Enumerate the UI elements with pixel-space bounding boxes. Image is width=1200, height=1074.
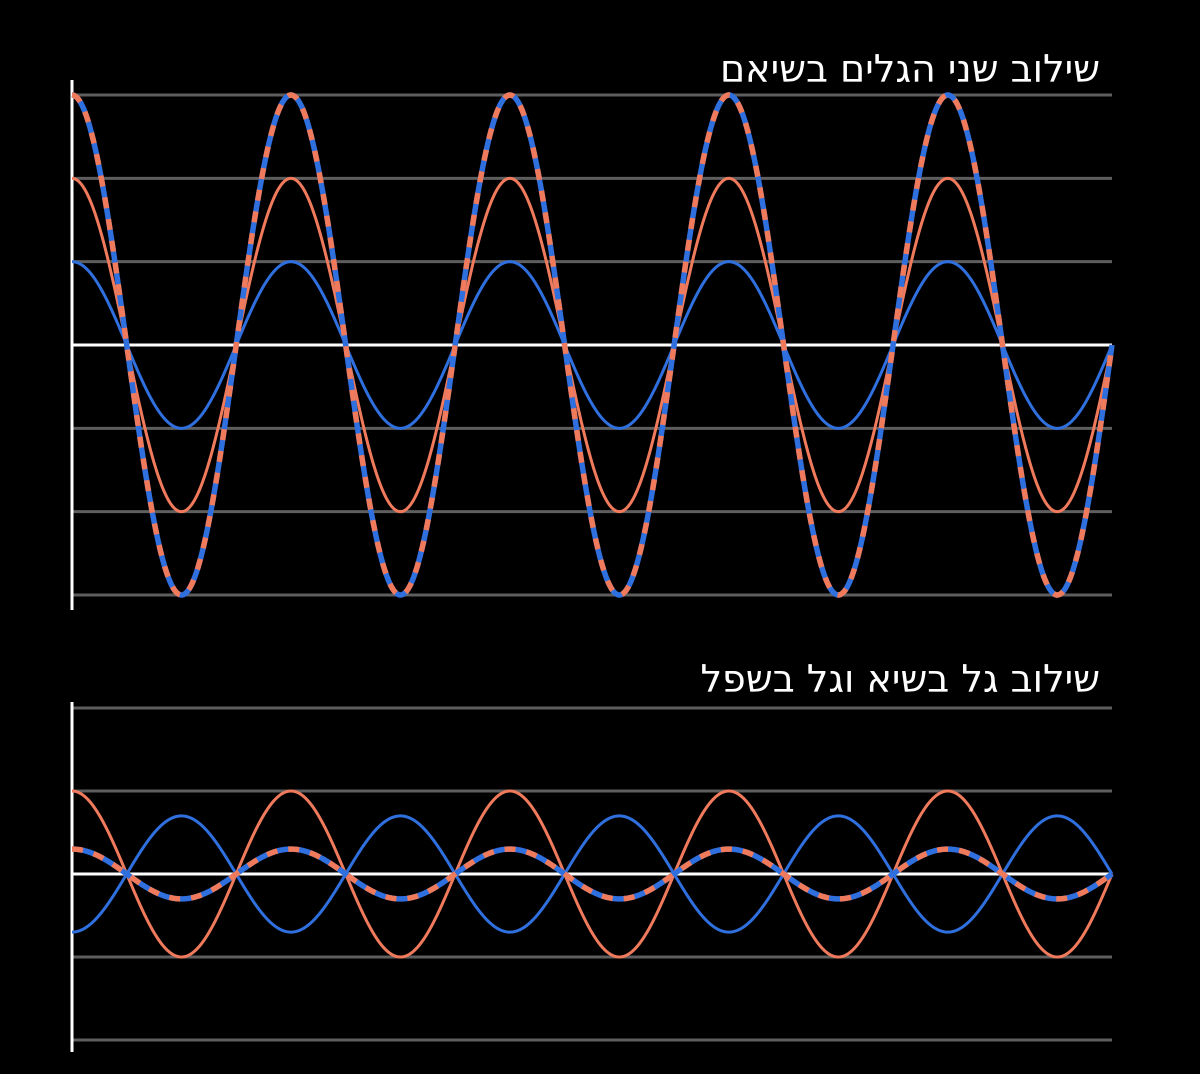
orange-wave-line: [71, 176, 1114, 514]
top-panel-title: שילוב שני הגלים בשיאם: [719, 47, 1100, 91]
destructive-interference-plot: [70, 702, 1114, 1052]
sum-wave-dash-overlay: [71, 846, 1114, 902]
blue-wave-line: [71, 260, 1114, 430]
bottom-panel-title: שילוב גל בשיא וגל בשפל: [700, 657, 1100, 701]
orange-wave-line: [71, 789, 1114, 959]
blue-wave-line: [71, 814, 1114, 934]
sum-wave-dash-overlay: [71, 92, 1115, 598]
constructive-interference-plot: [70, 80, 1115, 610]
